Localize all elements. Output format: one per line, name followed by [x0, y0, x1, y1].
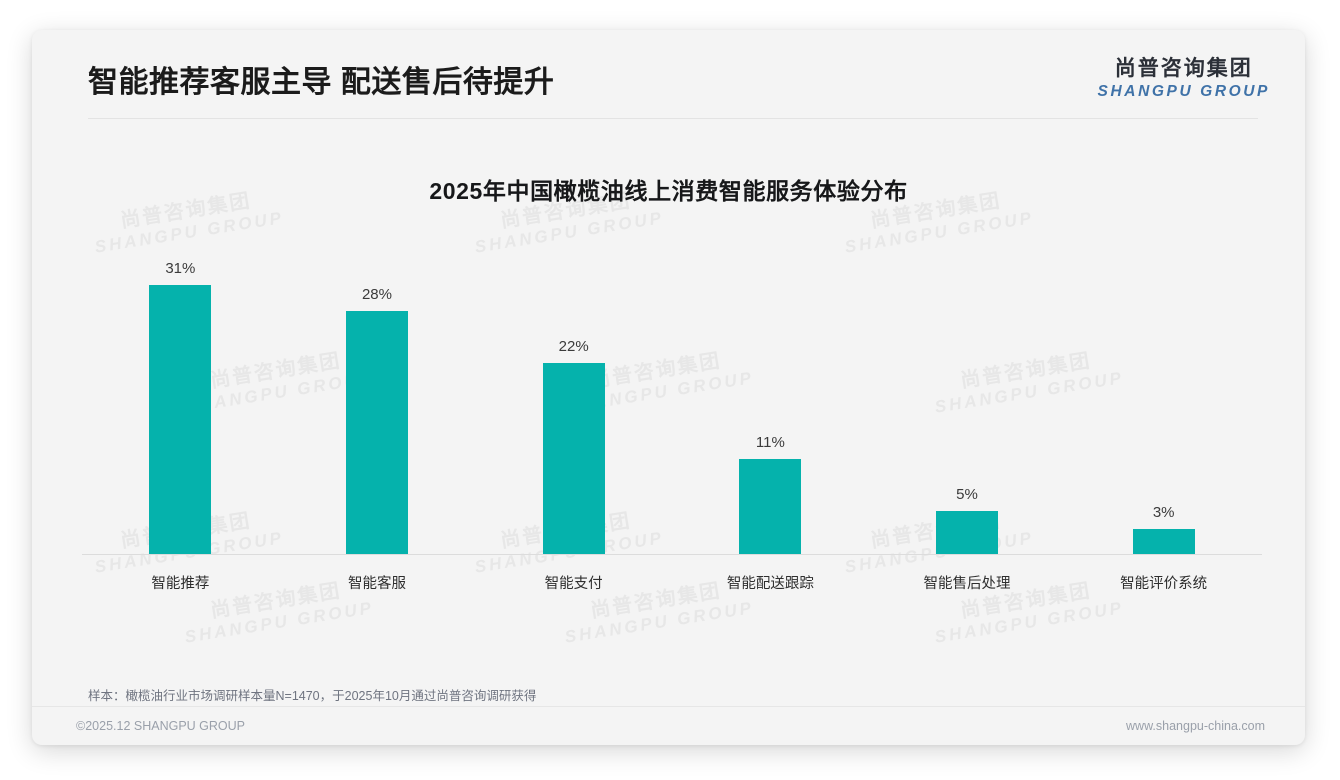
bar	[1132, 529, 1195, 555]
bar	[739, 459, 802, 555]
category-label: 智能推荐	[151, 576, 210, 592]
bar-value-label: 31%	[165, 260, 196, 277]
watermark-english: SHANGPU GROUP	[933, 598, 1126, 647]
bar	[935, 511, 998, 555]
bar-slot: 3%	[1065, 250, 1262, 555]
bar-chart-plot: 31% 28% 22% 11% 5% 3%	[82, 250, 1262, 555]
watermark-english: SHANGPU GROUP	[563, 598, 756, 647]
copyright-text: ©2025.12 SHANGPU GROUP	[76, 719, 245, 733]
bar-value-label: 5%	[956, 486, 978, 503]
category-label: 智能支付	[544, 576, 603, 592]
source-footnote: 样本：橄榄油行业市场调研样本量N=1470，于2025年10月通过尚普咨询调研获…	[88, 689, 537, 703]
bar-slot: 5%	[869, 250, 1066, 555]
slide-footer: ©2025.12 SHANGPU GROUP www.shangpu-china…	[32, 707, 1305, 745]
x-axis-category-labels: 智能推荐 智能客服 智能支付 智能配送跟踪 智能售后处理 智能评价系统	[82, 572, 1262, 596]
chart-title: 2025年中国橄榄油线上消费智能服务体验分布	[429, 178, 908, 204]
bar	[149, 285, 212, 555]
page-title: 智能推荐客服主导 配送售后待提升	[88, 66, 555, 99]
bar-slot: 11%	[672, 250, 869, 555]
bar-slot: 31%	[82, 250, 279, 555]
bar-value-label: 22%	[558, 338, 589, 355]
logo-chinese-name: 尚普咨询集团	[1114, 57, 1253, 80]
category-label: 智能客服	[347, 576, 406, 592]
bar-series: 31% 28% 22% 11% 5% 3%	[82, 250, 1262, 555]
category-label: 智能售后处理	[923, 576, 1011, 592]
bar-value-label: 11%	[755, 434, 785, 451]
bar-slot: 22%	[475, 250, 672, 555]
x-axis-line	[82, 554, 1262, 555]
category-label: 智能配送跟踪	[726, 576, 814, 592]
footer-divider	[32, 706, 1305, 707]
bar-value-label: 28%	[361, 286, 392, 303]
slide-header: 智能推荐客服主导 配送售后待提升 尚普咨询集团 SHANGPU GROUP	[32, 30, 1305, 118]
bar	[542, 363, 605, 555]
shangpu-logo: 尚普咨询集团 SHANGPU GROUP	[1098, 58, 1270, 100]
watermark-english: SHANGPU GROUP	[183, 598, 376, 647]
slide-card: 智能推荐客服主导 配送售后待提升 尚普咨询集团 SHANGPU GROUP 尚普…	[32, 30, 1305, 745]
website-url: www.shangpu-china.com	[1126, 719, 1265, 733]
category-label: 智能评价系统	[1120, 576, 1208, 592]
bar	[345, 311, 408, 555]
logo-english-name: SHANGPU GROUP	[1097, 83, 1270, 100]
bar-value-label: 3%	[1152, 504, 1175, 521]
bar-slot: 28%	[279, 250, 476, 555]
header-divider	[88, 118, 1258, 119]
